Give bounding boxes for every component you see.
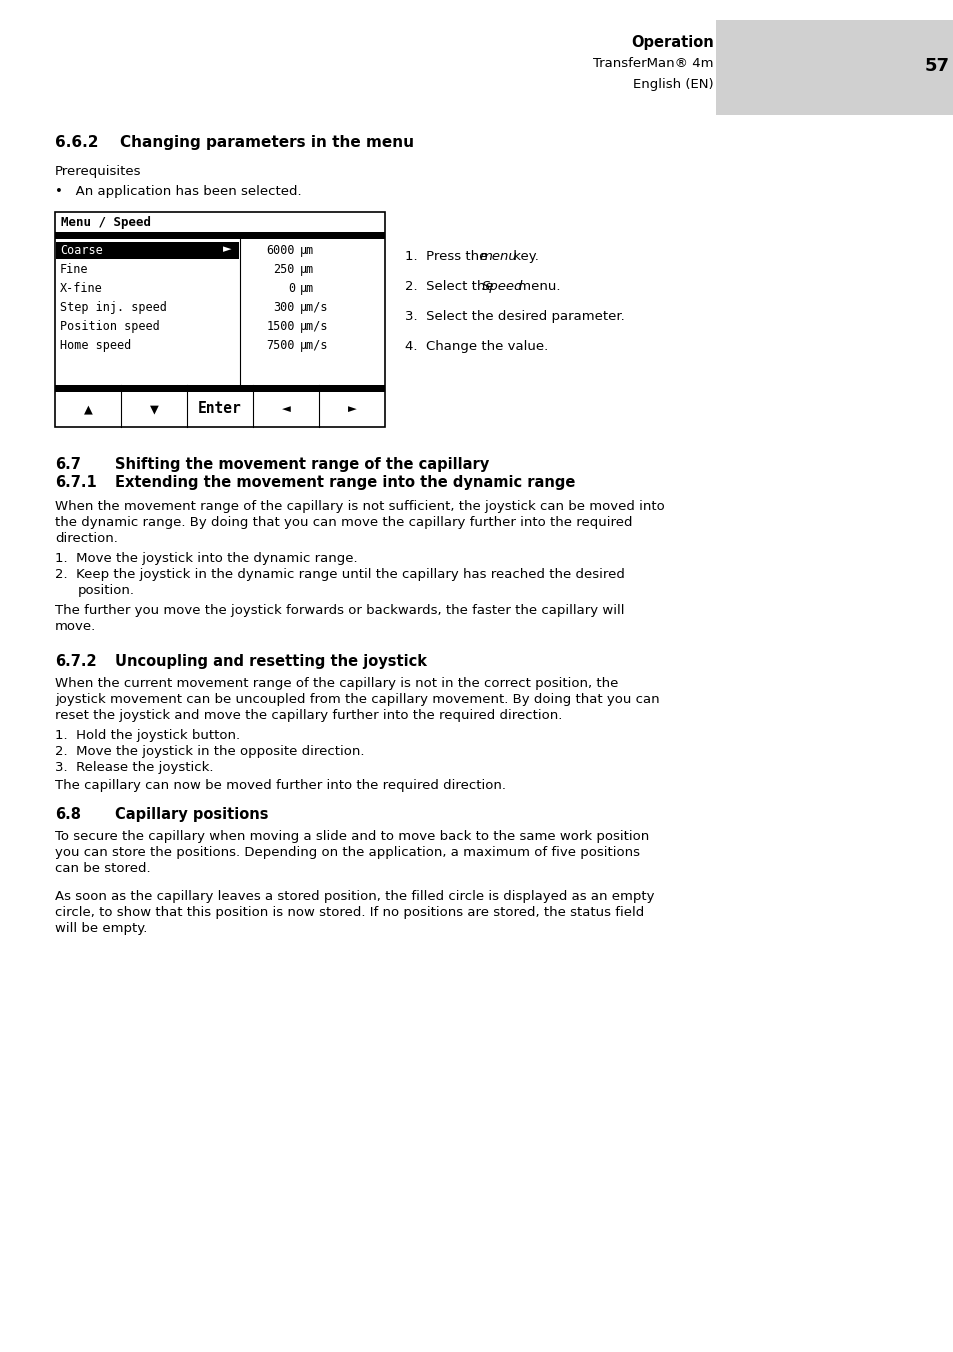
- Text: 57: 57: [924, 57, 949, 74]
- Text: ►: ►: [347, 402, 356, 416]
- Text: Position speed: Position speed: [60, 320, 159, 333]
- Text: will be empty.: will be empty.: [55, 922, 147, 936]
- Bar: [56, 242, 239, 260]
- Bar: [716, 20, 953, 115]
- Text: •   An application has been selected.: • An application has been selected.: [55, 185, 301, 197]
- Text: 2.  Move the joystick in the opposite direction.: 2. Move the joystick in the opposite dir…: [55, 745, 364, 758]
- Text: can be stored.: can be stored.: [55, 863, 151, 875]
- Text: When the current movement range of the capillary is not in the correct position,: When the current movement range of the c…: [55, 677, 618, 690]
- Text: When the movement range of the capillary is not sufficient, the joystick can be : When the movement range of the capillary…: [55, 500, 664, 512]
- Text: 6.8: 6.8: [55, 807, 81, 822]
- Text: μm/s: μm/s: [299, 301, 328, 314]
- Text: 1500: 1500: [266, 320, 294, 333]
- Text: Operation: Operation: [631, 35, 713, 50]
- Text: Capillary positions: Capillary positions: [115, 807, 268, 822]
- Text: Changing parameters in the menu: Changing parameters in the menu: [120, 135, 414, 150]
- Text: circle, to show that this position is now stored. If no positions are stored, th: circle, to show that this position is no…: [55, 906, 643, 919]
- Text: 0: 0: [288, 283, 294, 295]
- Text: Menu / Speed: Menu / Speed: [61, 216, 151, 228]
- Text: Prerequisites: Prerequisites: [55, 165, 141, 178]
- Text: Speed: Speed: [481, 280, 523, 293]
- Text: As soon as the capillary leaves a stored position, the filled circle is displaye: As soon as the capillary leaves a stored…: [55, 890, 654, 903]
- Text: 300: 300: [274, 301, 294, 314]
- Text: 6.6.2: 6.6.2: [55, 135, 98, 150]
- Text: you can store the positions. Depending on the application, a maximum of five pos: you can store the positions. Depending o…: [55, 846, 639, 859]
- Text: reset the joystick and move the capillary further into the required direction.: reset the joystick and move the capillar…: [55, 708, 561, 722]
- Text: μm: μm: [299, 264, 314, 276]
- Text: Step inj. speed: Step inj. speed: [60, 301, 167, 314]
- Text: 7500: 7500: [266, 339, 294, 352]
- Text: Extending the movement range into the dynamic range: Extending the movement range into the dy…: [115, 475, 575, 489]
- Text: 6.7.2: 6.7.2: [55, 654, 96, 669]
- Text: the dynamic range. By doing that you can move the capillary further into the req: the dynamic range. By doing that you can…: [55, 516, 632, 529]
- Text: The capillary can now be moved further into the required direction.: The capillary can now be moved further i…: [55, 779, 505, 792]
- Text: key.: key.: [509, 250, 538, 264]
- Text: Uncoupling and resetting the joystick: Uncoupling and resetting the joystick: [115, 654, 427, 669]
- Text: menu: menu: [479, 250, 517, 264]
- Text: 6.7: 6.7: [55, 457, 81, 472]
- Text: 1.  Move the joystick into the dynamic range.: 1. Move the joystick into the dynamic ra…: [55, 552, 357, 565]
- Text: 4.  Change the value.: 4. Change the value.: [405, 339, 548, 353]
- Text: 3.  Select the desired parameter.: 3. Select the desired parameter.: [405, 310, 624, 323]
- Text: 1.  Press the: 1. Press the: [405, 250, 491, 264]
- Text: position.: position.: [78, 584, 135, 598]
- Text: ▲: ▲: [84, 402, 92, 416]
- Text: Home speed: Home speed: [60, 339, 132, 352]
- Text: X-fine: X-fine: [60, 283, 103, 295]
- Text: 2.  Keep the joystick in the dynamic range until the capillary has reached the d: 2. Keep the joystick in the dynamic rang…: [55, 568, 624, 581]
- Text: The further you move the joystick forwards or backwards, the faster the capillar: The further you move the joystick forwar…: [55, 604, 624, 617]
- Text: μm: μm: [299, 243, 314, 257]
- Text: 6.7.1: 6.7.1: [55, 475, 96, 489]
- Text: 3.  Release the joystick.: 3. Release the joystick.: [55, 761, 213, 773]
- Text: 250: 250: [274, 264, 294, 276]
- Text: 6000: 6000: [266, 243, 294, 257]
- Text: Coarse: Coarse: [60, 243, 103, 257]
- Bar: [55, 212, 385, 427]
- Text: Shifting the movement range of the capillary: Shifting the movement range of the capil…: [115, 457, 489, 472]
- Text: move.: move.: [55, 621, 96, 633]
- Text: English (EN): English (EN): [633, 78, 713, 91]
- Bar: [55, 233, 385, 239]
- Text: direction.: direction.: [55, 531, 118, 545]
- Text: joystick movement can be uncoupled from the capillary movement. By doing that yo: joystick movement can be uncoupled from …: [55, 694, 659, 706]
- Text: ▼: ▼: [150, 402, 158, 416]
- Text: To secure the capillary when moving a slide and to move back to the same work po: To secure the capillary when moving a sl…: [55, 830, 649, 844]
- Text: 1.  Hold the joystick button.: 1. Hold the joystick button.: [55, 729, 240, 742]
- Text: Fine: Fine: [60, 264, 89, 276]
- Text: ►: ►: [223, 243, 232, 254]
- Text: Enter: Enter: [198, 402, 242, 416]
- Text: 2.  Select the: 2. Select the: [405, 280, 493, 293]
- Text: μm/s: μm/s: [299, 339, 328, 352]
- Text: menu.: menu.: [514, 280, 560, 293]
- Text: ◄: ◄: [281, 402, 290, 416]
- Text: μm: μm: [299, 283, 314, 295]
- Bar: [55, 385, 385, 392]
- Text: TransferMan® 4m: TransferMan® 4m: [593, 57, 713, 70]
- Text: μm/s: μm/s: [299, 320, 328, 333]
